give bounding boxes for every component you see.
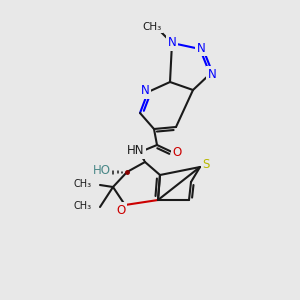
Text: HO: HO [93,164,111,178]
Text: CH₃: CH₃ [74,179,92,189]
Text: CH₃: CH₃ [74,201,92,211]
Text: S: S [202,158,210,172]
Text: N: N [141,85,149,98]
Polygon shape [138,151,145,162]
Text: N: N [208,68,216,80]
Text: O: O [172,146,182,158]
Text: N: N [168,37,176,50]
Text: N: N [196,41,206,55]
Text: HN: HN [127,145,145,158]
Text: O: O [116,203,126,217]
Text: CH₃: CH₃ [142,22,162,32]
